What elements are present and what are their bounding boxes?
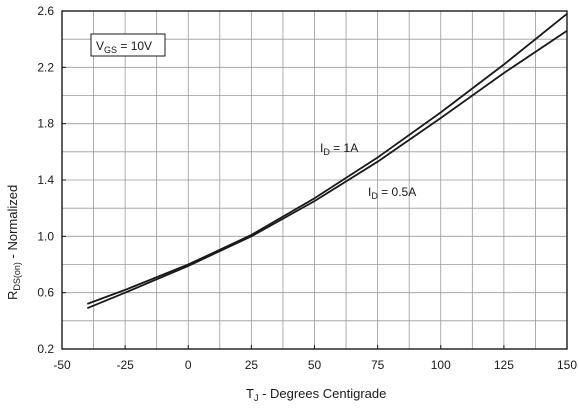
x-tick-labels: -50 -25 0 25 50 75 100 125 150 xyxy=(53,358,577,372)
series-line-1a xyxy=(86,13,568,305)
x-tick-label: 50 xyxy=(308,358,322,372)
y-tick-label: 0.2 xyxy=(37,342,54,356)
x-axis-title-rest: - Degrees Centigrade xyxy=(258,386,386,401)
series-line-0.5a xyxy=(86,29,568,310)
series-label-1a-sub: D xyxy=(323,147,330,157)
series-label-1a: ID = 1A xyxy=(320,141,358,157)
x-tick-label: 100 xyxy=(431,358,451,372)
x-axis-title-sub: J xyxy=(254,393,259,403)
condition-box: VGS = 10V xyxy=(90,33,166,57)
y-tick-label: 1.4 xyxy=(37,173,54,187)
series-label-1a-main: I xyxy=(320,141,323,155)
y-tick-label: 1.8 xyxy=(37,117,54,131)
y-axis-title-rest: - Normalized xyxy=(5,185,20,262)
x-tick-label: -50 xyxy=(53,358,71,372)
condition-box-border xyxy=(90,33,166,57)
condition-box-label: VGS = 10V xyxy=(96,39,152,55)
series-lines xyxy=(86,13,568,310)
y-axis-title-main: R xyxy=(5,291,20,300)
condition-box-sub: GS xyxy=(104,45,117,55)
y-tick-label: 0.6 xyxy=(37,286,54,300)
y-axis-title: RDS(on) - Normalized xyxy=(5,185,22,300)
plot-frame xyxy=(61,10,568,350)
x-tick-label: -25 xyxy=(116,358,134,372)
x-tick-label: 150 xyxy=(557,358,577,372)
y-tick-label: 1.0 xyxy=(37,229,54,243)
series-label-0.5a-sub: D xyxy=(371,191,378,201)
y-axis-title-sub: DS(on) xyxy=(12,262,22,291)
y-tick-label: 2.6 xyxy=(37,4,54,18)
condition-box-main: V xyxy=(96,39,104,53)
y-tick-labels: 0.2 0.6 1.0 1.4 1.8 2.2 2.6 xyxy=(37,4,54,356)
x-axis-title: TJ - Degrees Centigrade xyxy=(246,386,386,403)
x-tick-label: 0 xyxy=(185,358,192,372)
series-label-0.5a-rest: = 0.5A xyxy=(378,185,416,199)
series-label-1a-rest: = 1A xyxy=(330,141,358,155)
series-label-0.5a-main: I xyxy=(368,185,371,199)
x-tick-label: 125 xyxy=(494,358,514,372)
x-axis-title-main: T xyxy=(246,386,254,401)
grid-lines xyxy=(62,11,567,349)
x-tick-label: 75 xyxy=(371,358,385,372)
series-label-0.5a: ID = 0.5A xyxy=(368,185,416,201)
y-tick-label: 2.2 xyxy=(37,60,54,74)
x-tick-label: 25 xyxy=(245,358,259,372)
condition-box-rest: = 10V xyxy=(117,39,152,53)
